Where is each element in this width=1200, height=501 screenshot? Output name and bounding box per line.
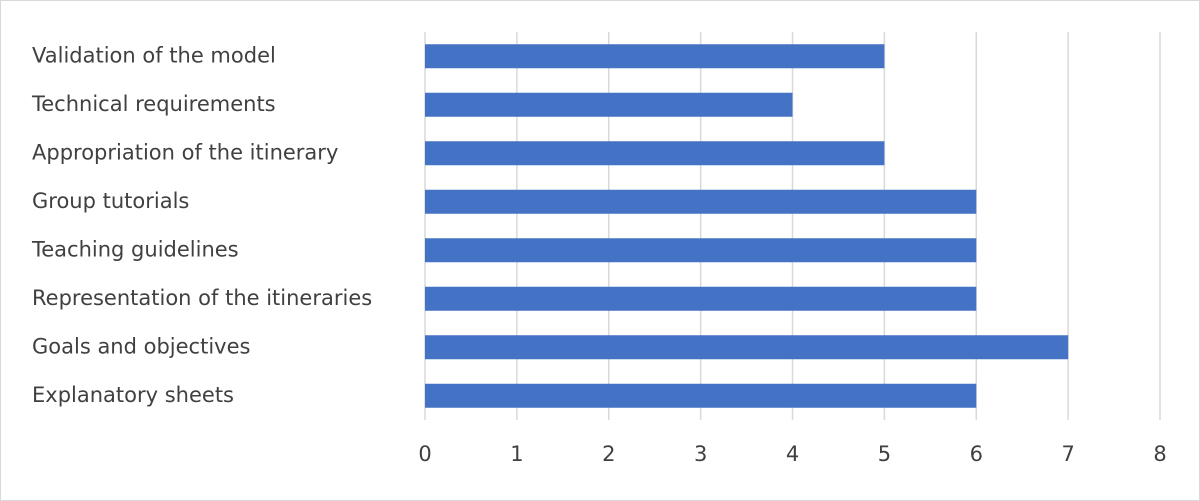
y-tick-label: Appropriation of the itinerary bbox=[32, 140, 338, 164]
y-tick-label: Explanatory sheets bbox=[32, 383, 234, 407]
bar bbox=[425, 335, 1069, 360]
bar bbox=[425, 383, 977, 408]
y-tick-label: Validation of the model bbox=[32, 43, 276, 67]
x-tick-label: 6 bbox=[970, 442, 983, 466]
bar bbox=[425, 286, 977, 311]
y-tick-label: Goals and objectives bbox=[32, 334, 250, 358]
bar bbox=[425, 238, 977, 263]
y-tick-label: Representation of the itineraries bbox=[32, 286, 372, 310]
x-tick-label: 3 bbox=[694, 442, 707, 466]
x-tick-label: 0 bbox=[418, 442, 431, 466]
y-tick-label: Teaching guidelines bbox=[31, 237, 239, 261]
bar bbox=[425, 44, 885, 69]
x-tick-label: 5 bbox=[878, 442, 891, 466]
x-tick-label: 2 bbox=[602, 442, 615, 466]
x-tick-label: 1 bbox=[510, 442, 523, 466]
y-tick-label: Technical requirements bbox=[31, 92, 276, 116]
y-tick-label: Group tutorials bbox=[32, 189, 189, 213]
bar bbox=[425, 189, 977, 214]
x-tick-label: 4 bbox=[786, 442, 799, 466]
bar bbox=[425, 92, 793, 117]
bar bbox=[425, 141, 885, 166]
x-tick-label: 8 bbox=[1153, 442, 1166, 466]
x-tick-label: 7 bbox=[1061, 442, 1074, 466]
